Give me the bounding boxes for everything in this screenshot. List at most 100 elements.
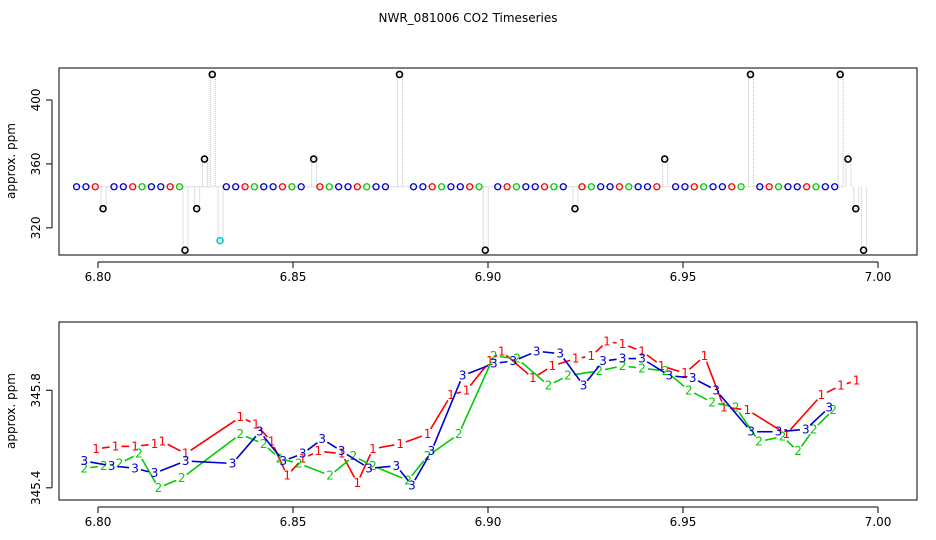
series-1-segment <box>190 419 236 451</box>
top-data-point <box>344 183 352 191</box>
series-2-point-label: 2 <box>755 434 763 448</box>
series-2-point-label: 2 <box>619 359 627 373</box>
series-2-point-label: 2 <box>455 427 463 441</box>
series-1-segment <box>581 356 586 359</box>
series-2-segment <box>460 361 493 430</box>
series-3-point-label: 3 <box>151 466 159 480</box>
series-2-point-label: 2 <box>779 430 787 444</box>
series-1-point-label: 1 <box>818 388 826 402</box>
top-data-point <box>110 183 118 191</box>
top-data-point <box>181 246 189 255</box>
series-1-point-label: 1 <box>315 444 323 458</box>
series-1-segment <box>846 381 852 385</box>
top-data-point <box>793 183 801 191</box>
series-1-segment <box>595 345 604 353</box>
top-excursion-line <box>182 186 189 251</box>
series-3-segment <box>374 465 391 469</box>
series-1-point-label: 1 <box>237 410 245 424</box>
series-3-point-label: 3 <box>108 459 116 473</box>
series-3-segment <box>467 364 489 375</box>
series-2-point-label: 2 <box>155 481 163 495</box>
series-2-segment <box>717 402 730 407</box>
top-data-point <box>774 183 783 191</box>
series-3-point-label: 3 <box>825 400 833 414</box>
top-y-tick-label: 360 <box>29 152 43 175</box>
series-3-point-label: 3 <box>459 369 467 383</box>
top-data-point <box>269 183 277 191</box>
top-data-point <box>91 183 99 191</box>
series-2-segment <box>245 435 259 443</box>
series-1-point-label: 1 <box>283 469 291 483</box>
series-2-segment <box>163 479 177 487</box>
series-3-segment <box>159 462 181 472</box>
series-3-point-label: 3 <box>131 461 139 475</box>
series-1-point-label: 1 <box>603 335 611 349</box>
series-3-point-label: 3 <box>802 422 810 436</box>
series-2-point-label: 2 <box>513 352 521 366</box>
top-data-point <box>831 183 839 191</box>
series-1-point-label: 1 <box>338 447 346 461</box>
series-1-point-label: 1 <box>498 344 506 358</box>
top-data-point <box>437 183 446 191</box>
series-2-point-label: 2 <box>810 422 818 436</box>
top-excursion-line <box>217 186 224 242</box>
series-3-segment <box>414 456 430 481</box>
top-data-point <box>700 183 708 191</box>
series-1-point-label: 1 <box>447 388 455 402</box>
top-data-point <box>372 183 380 191</box>
top-outlier-point <box>216 236 224 245</box>
top-data-point <box>481 246 490 255</box>
series-2-point-label: 2 <box>116 456 124 470</box>
series-1-point-label: 1 <box>549 359 557 373</box>
series-1-segment <box>705 361 723 403</box>
series-3-segment <box>288 455 298 460</box>
top-y-tick-label: 320 <box>29 216 43 239</box>
series-1-point-label: 1 <box>354 476 362 490</box>
series-1-point-label: 1 <box>463 383 471 397</box>
series-1-segment <box>494 354 498 358</box>
series-1-point-label: 1 <box>658 359 666 373</box>
series-1-point-label: 1 <box>619 337 627 351</box>
series-3-point-label: 3 <box>490 356 498 370</box>
top-data-point <box>643 183 652 191</box>
series-2-point-label: 2 <box>732 400 740 414</box>
bottom-x-tick-label: 6.90 <box>475 515 502 529</box>
series-1-segment <box>826 387 836 394</box>
series-2-segment <box>304 464 325 475</box>
series-2-point-label: 2 <box>100 459 108 473</box>
top-data-point <box>241 183 249 191</box>
top-data-point <box>419 183 427 191</box>
top-data-point <box>531 183 539 191</box>
series-3-segment <box>326 441 338 449</box>
series-1-segment <box>646 354 658 363</box>
series-2-segment <box>521 361 545 383</box>
series-2-segment <box>800 433 811 447</box>
series-3-segment <box>784 429 800 432</box>
top-excursion-line <box>482 186 489 251</box>
top-data-point <box>503 183 511 191</box>
top-x-tick-label: 6.90 <box>475 270 502 284</box>
top-data-point <box>200 155 209 163</box>
top-data-point <box>597 183 605 191</box>
series-2-segment <box>499 355 512 359</box>
top-data-point <box>812 183 820 191</box>
series-1-segment <box>101 446 110 449</box>
series-2-point-label: 2 <box>564 369 572 383</box>
series-3-point-label: 3 <box>556 347 564 361</box>
series-2-segment <box>817 413 830 426</box>
top-panel: approx. ppm 6.80 6.85 6.90 6.95 7.00 320 360 40… <box>4 67 918 284</box>
top-data-point <box>288 183 296 191</box>
top-data-point <box>571 204 579 213</box>
top-excursion-line <box>100 186 107 210</box>
top-x-tick-label: 6.80 <box>85 270 112 284</box>
top-data-point <box>634 183 642 191</box>
bottom-y-tick-label: 345.8 <box>29 373 43 407</box>
series-1-segment <box>789 399 819 431</box>
top-data-point <box>192 204 201 213</box>
top-data-point <box>718 183 727 191</box>
series-1-segment <box>140 443 149 447</box>
series-1-point-label: 1 <box>783 427 791 441</box>
top-excursion-line <box>853 186 860 210</box>
top-data-point <box>363 183 371 191</box>
top-excursion-line <box>396 73 403 187</box>
